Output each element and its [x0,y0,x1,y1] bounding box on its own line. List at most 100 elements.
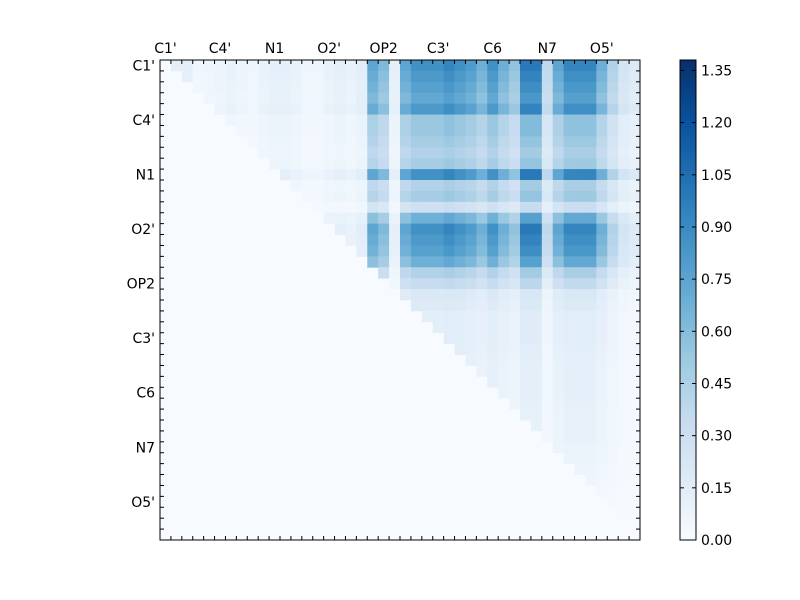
heatmap-cell [574,420,586,432]
heatmap-cell [432,70,445,83]
heatmap-cell [530,212,543,225]
heatmap-cell [367,212,379,225]
heatmap-cell [432,245,445,257]
heatmap-cell [574,190,586,203]
heatmap-cell [530,190,543,203]
heatmap-cell [541,114,554,126]
heatmap-cell [487,310,499,323]
heatmap-cell [541,409,554,421]
heatmap-cell [541,245,554,257]
heatmap-cell [574,256,586,268]
heatmap-cell [541,103,554,115]
heatmap-cell [323,180,335,192]
heatmap-cell [367,223,379,235]
heatmap-cell [400,114,412,126]
heatmap-cell [520,190,532,203]
heatmap-cell [454,125,466,137]
heatmap-cell [312,201,325,214]
heatmap-cell [443,180,455,192]
heatmap-cell [476,212,488,225]
heatmap-cell [421,60,434,72]
heatmap-cell [312,190,325,203]
heatmap-cell [563,223,575,235]
heatmap-cell [432,169,445,181]
heatmap-cell [301,103,314,115]
heatmap-cell [585,289,597,301]
heatmap-cell [454,92,466,105]
heatmap-cell [618,343,630,355]
colorbar-tick-label: 0.15 [701,481,732,497]
heatmap-cell [563,452,575,465]
heatmap-cell [367,190,379,203]
heatmap-cell [607,136,619,148]
heatmap-cell [552,92,565,105]
heatmap-cell [345,201,357,214]
heatmap-cell [607,485,619,497]
heatmap-cell [530,234,543,246]
y-tick-label: N1 [136,168,155,184]
heatmap-cell [520,256,532,268]
heatmap-cell [498,278,510,290]
heatmap-cell [629,136,641,148]
heatmap-cell [618,485,630,497]
heatmap-cell [443,332,455,345]
heatmap-cell [629,289,641,301]
heatmap-cell [389,212,401,225]
heatmap-cell [389,158,401,170]
heatmap-cell [269,81,281,94]
heatmap-cell [520,376,532,388]
heatmap-cell [552,354,565,366]
heatmap-cell [509,398,521,410]
heatmap-cell [301,70,314,83]
y-tick-label: OP2 [127,277,155,293]
heatmap-cell [443,245,455,257]
heatmap-cell [465,256,477,268]
heatmap-cell [552,201,565,214]
heatmap-cell [541,267,554,279]
heatmap-cell [443,267,455,279]
heatmap-cell [454,212,466,225]
heatmap-cell [629,365,641,377]
heatmap-cell [378,125,390,137]
heatmap-cell [432,321,445,334]
heatmap-cell [280,70,292,83]
heatmap-cell [389,267,401,279]
heatmap-cell [323,158,335,170]
heatmap-cell [629,114,641,126]
left-tick-labels: C1' C4' N1 O2' OP2 C3' C6 N7 O5' [127,58,155,510]
heatmap-cell [345,169,357,181]
heatmap-cell [596,300,608,312]
heatmap-cell [552,180,565,192]
heatmap-cell [432,103,445,115]
heatmap-cell [596,169,608,181]
heatmap-cell [345,234,357,246]
heatmap-cell [269,114,281,126]
heatmap-cell [498,365,510,377]
heatmap-cell [618,114,630,126]
heatmap-cell [574,136,586,148]
heatmap-cell [596,420,608,432]
heatmap-cell [530,169,543,181]
heatmap-cell [520,125,532,137]
heatmap-cell [280,169,292,181]
heatmap-cell [607,398,619,410]
heatmap-cell [345,103,357,115]
heatmap-cell [487,114,499,126]
heatmap-cell [607,125,619,137]
heatmap-cell [530,409,543,421]
heatmap-cell [509,223,521,235]
heatmap-cell [410,169,423,181]
heatmap-cell [312,169,325,181]
heatmap-cell [618,420,630,432]
heatmap-cell [454,321,466,334]
heatmap-cell [530,70,543,83]
heatmap-cell [400,180,412,192]
heatmap-cell [323,190,335,203]
heatmap-cell [552,125,565,137]
heatmap-cell [290,125,303,137]
heatmap-cell [389,92,401,105]
heatmap-cell [410,180,423,192]
heatmap-cell [214,70,226,83]
heatmap-cell [498,70,510,83]
heatmap-cell [356,201,368,214]
